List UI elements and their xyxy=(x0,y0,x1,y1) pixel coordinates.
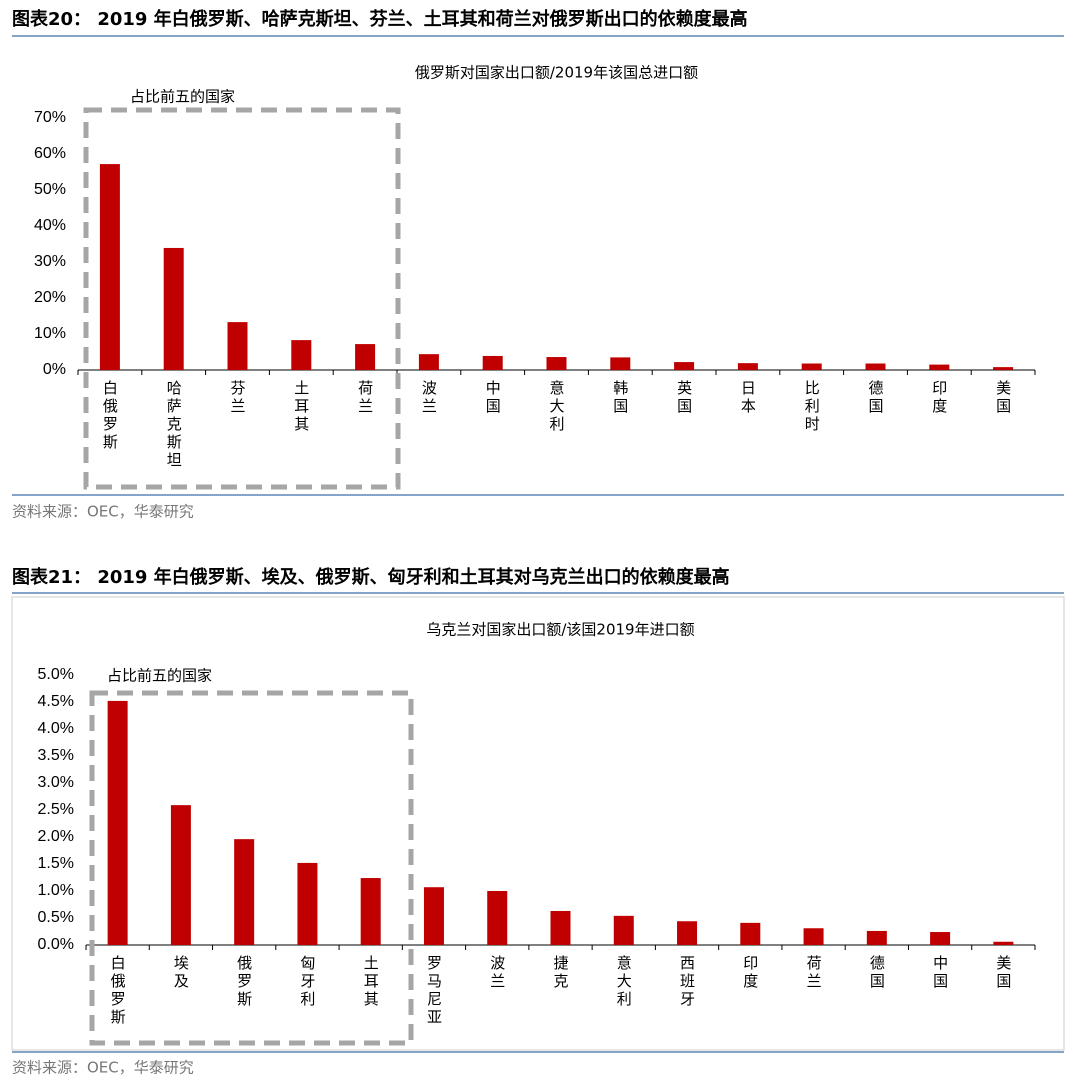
bar xyxy=(801,363,822,370)
chart-subtitle: 俄罗斯对国家出口额/2019年该国总进口额 xyxy=(415,64,698,82)
figure-title: 图表21： 2019 年白俄罗斯、埃及、俄罗斯、匈牙利和土耳其对乌克兰出口的依赖… xyxy=(12,566,730,588)
bar xyxy=(546,357,567,370)
bar xyxy=(677,921,698,945)
x-tick-label: 芬兰 xyxy=(229,380,247,416)
source: 资料来源：OEC，华泰研究 xyxy=(12,503,194,521)
bar xyxy=(737,363,758,370)
x-tick-label: 德国 xyxy=(868,954,886,991)
y-tick-label: 5.0% xyxy=(38,666,74,683)
x-tick-label: 白俄罗斯 xyxy=(101,380,119,452)
chart-frame xyxy=(11,596,1065,1051)
source: 资料来源：OEC，华泰研究 xyxy=(12,1059,194,1077)
y-tick-label: 3.5% xyxy=(38,747,74,764)
bar xyxy=(297,862,318,945)
bar xyxy=(610,357,631,370)
figure-title: 图表20： 2019 年白俄罗斯、哈萨克斯坦、芬兰、土耳其和荷兰对俄罗斯出口的依… xyxy=(12,8,748,30)
y-tick-label: 1.5% xyxy=(38,855,74,872)
bar xyxy=(929,364,950,370)
annotation: 占比前五的国家 xyxy=(130,88,235,106)
bar xyxy=(866,930,887,945)
x-tick-label: 意大利 xyxy=(548,379,566,434)
x-tick-label: 韩国 xyxy=(611,380,629,416)
bar xyxy=(360,878,381,945)
bar xyxy=(487,891,508,945)
x-tick-label: 美国 xyxy=(994,955,1012,991)
bar xyxy=(227,322,248,370)
x-tick-label: 意大利 xyxy=(615,954,633,1009)
bar xyxy=(170,805,191,945)
x-tick-label: 罗马尼亚 xyxy=(425,955,443,1027)
x-tick-label: 波兰 xyxy=(488,955,506,991)
bar xyxy=(482,355,503,370)
y-tick-label: 4.0% xyxy=(38,720,74,737)
x-tick-label: 波兰 xyxy=(420,380,438,416)
bar xyxy=(993,941,1014,945)
bar xyxy=(550,910,571,945)
bar xyxy=(803,928,824,945)
y-tick-label: 10% xyxy=(34,325,66,342)
bar xyxy=(930,932,951,945)
x-tick-label: 中国 xyxy=(931,955,949,991)
x-tick-label: 荷兰 xyxy=(805,955,823,991)
bar xyxy=(674,362,695,370)
x-tick-label: 英国 xyxy=(675,379,693,416)
y-tick-label: 3.0% xyxy=(38,774,74,791)
y-tick-label: 70% xyxy=(34,109,66,126)
bar xyxy=(99,164,120,370)
x-tick-label: 印度 xyxy=(930,380,948,416)
y-tick-label: 4.5% xyxy=(38,693,74,710)
bar xyxy=(355,344,376,370)
bar xyxy=(234,839,255,945)
x-tick-label: 印度 xyxy=(741,955,759,991)
bar xyxy=(993,367,1014,370)
y-tick-label: 60% xyxy=(34,145,66,162)
x-tick-label: 哈萨克斯坦 xyxy=(165,380,183,470)
y-tick-label: 0% xyxy=(43,361,66,378)
x-tick-label: 匈牙利 xyxy=(298,955,316,1009)
x-tick-label: 土耳其 xyxy=(292,380,310,434)
annotation: 占比前五的国家 xyxy=(107,667,212,685)
x-tick-label: 西班牙 xyxy=(678,955,696,1009)
chart-subtitle: 乌克兰对国家出口额/该国2019年进口额 xyxy=(426,621,694,639)
y-tick-label: 40% xyxy=(34,217,66,234)
bar xyxy=(740,922,761,945)
y-tick-label: 50% xyxy=(34,181,66,198)
bar xyxy=(423,887,444,945)
y-tick-label: 0.5% xyxy=(38,909,74,926)
x-tick-label: 埃及 xyxy=(172,955,190,991)
y-tick-label: 2.0% xyxy=(38,828,74,845)
highlight-box xyxy=(89,690,414,1046)
x-tick-label: 白俄罗斯 xyxy=(109,955,127,1027)
y-tick-label: 0.0% xyxy=(38,936,74,953)
y-tick-label: 30% xyxy=(34,253,66,270)
x-tick-label: 美国 xyxy=(994,380,1012,416)
x-tick-label: 德国 xyxy=(867,379,885,416)
x-tick-label: 日本 xyxy=(739,380,757,416)
bar xyxy=(865,363,886,370)
bar xyxy=(418,354,439,370)
x-tick-label: 比利时 xyxy=(803,380,821,434)
bar xyxy=(163,247,184,370)
x-tick-label: 俄罗斯 xyxy=(235,955,253,1009)
y-tick-label: 20% xyxy=(34,289,66,306)
highlight-box xyxy=(83,107,401,490)
bar xyxy=(107,700,128,945)
bar xyxy=(613,915,634,945)
y-tick-label: 2.5% xyxy=(38,801,74,818)
x-tick-label: 荷兰 xyxy=(356,380,374,416)
y-tick-label: 1.0% xyxy=(38,882,74,899)
bar xyxy=(291,340,312,370)
x-tick-label: 捷克 xyxy=(552,955,570,991)
x-tick-label: 土耳其 xyxy=(362,955,380,1009)
x-tick-label: 中国 xyxy=(484,380,502,416)
